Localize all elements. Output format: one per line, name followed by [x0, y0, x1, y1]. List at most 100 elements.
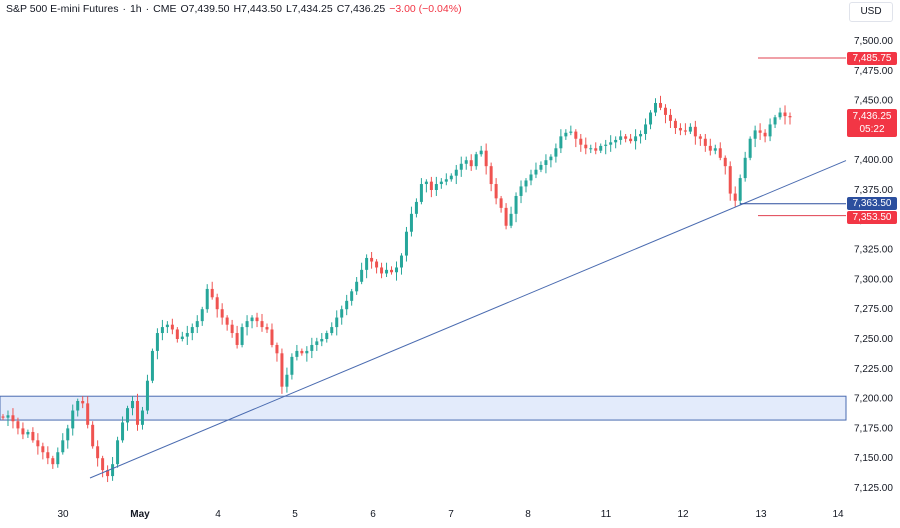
candle-body — [559, 136, 563, 149]
candle-body — [165, 324, 169, 328]
candle-body — [330, 327, 334, 334]
candle-body — [753, 130, 757, 139]
candle-body — [170, 324, 174, 330]
legend-interval[interactable]: 1h — [129, 3, 142, 15]
candle-body — [474, 154, 478, 167]
price-axis-label: 7,225.00 — [854, 364, 893, 375]
legend-low: L7,434.25 — [286, 3, 333, 15]
candle-body — [514, 195, 518, 214]
candle-body — [270, 329, 274, 345]
candle-body — [36, 440, 40, 447]
time-axis-label: 11 — [601, 509, 612, 520]
price-axis-label: 7,275.00 — [854, 304, 893, 315]
candle-body — [569, 131, 573, 133]
price-axis-label: 7,175.00 — [854, 423, 893, 434]
time-axis-label: 12 — [677, 509, 689, 520]
candle-body — [654, 102, 658, 113]
candle-body — [479, 150, 483, 155]
candle-body — [449, 175, 453, 180]
candle-body — [395, 267, 398, 273]
candle-body — [409, 213, 413, 232]
candle-body — [713, 148, 717, 151]
candle-body — [773, 117, 777, 125]
legend-close: C7,436.25 — [336, 3, 386, 15]
candle-body — [469, 160, 473, 167]
candle-body — [340, 309, 344, 318]
candle-body — [325, 333, 329, 339]
candle-body — [494, 184, 498, 199]
candle-body — [544, 160, 548, 165]
price-axis-label: 7,500.00 — [854, 36, 893, 47]
candle-body — [509, 213, 513, 226]
candle-body — [698, 136, 702, 139]
price-axis-label: 7,450.00 — [854, 96, 893, 107]
candle-body — [399, 255, 403, 268]
candle-body — [250, 317, 254, 322]
candle-body — [444, 179, 448, 182]
legend-symbol[interactable]: S&P 500 E-mini Futures — [6, 3, 119, 15]
candle-body — [414, 201, 418, 214]
candle-body — [180, 336, 184, 339]
candle-body — [619, 136, 623, 140]
candle-body — [285, 374, 289, 387]
candle-body — [693, 126, 697, 137]
candle-body — [589, 148, 593, 150]
candle-body — [205, 288, 209, 310]
legend-separator: · — [145, 3, 150, 15]
candle-body — [375, 261, 379, 268]
candle-body — [135, 400, 139, 425]
candle-body — [255, 317, 259, 322]
candle-body — [66, 428, 70, 441]
candle-body — [380, 267, 384, 274]
candle-body — [539, 164, 543, 170]
candle-body — [788, 116, 792, 118]
candle-body — [529, 174, 533, 181]
candle-body — [61, 440, 65, 453]
candle-body — [145, 380, 149, 411]
candle-body — [116, 440, 120, 465]
time-axis: 30 May 4 5 6 7 8 11 12 13 14 — [57, 509, 844, 520]
candle-body — [758, 130, 762, 133]
candle-body — [419, 184, 423, 202]
time-axis-label: 5 — [292, 509, 298, 520]
candle-body — [200, 309, 204, 322]
time-axis-label: 14 — [832, 509, 844, 520]
legend-separator: · — [122, 3, 126, 15]
candle-body — [718, 148, 722, 158]
candle-body — [429, 181, 433, 190]
candle-body — [26, 431, 30, 435]
candle-body — [370, 257, 374, 262]
candle-body — [16, 421, 20, 429]
currency-button[interactable]: USD — [849, 2, 893, 22]
candle-body — [434, 184, 438, 190]
candle-body — [743, 157, 747, 179]
candle-body — [634, 136, 638, 142]
time-axis-label: 4 — [215, 509, 221, 520]
candle-body — [673, 120, 677, 129]
candle-body — [728, 166, 732, 194]
candle-body — [703, 138, 707, 146]
candle-body — [195, 321, 199, 328]
symbol-legend: S&P 500 E-mini Futures · 1h · CME O7,439… — [6, 3, 462, 15]
candle-body — [140, 410, 144, 425]
candle-body — [175, 329, 179, 339]
candle-body — [768, 124, 772, 137]
candle-body — [464, 160, 468, 164]
candle-body — [738, 178, 742, 201]
current-price-tag: 7,436.25 05:22 — [847, 109, 897, 137]
price-axis-label: 7,325.00 — [854, 245, 893, 256]
candle-body — [519, 186, 523, 196]
candle-body — [101, 458, 105, 471]
candle-body — [614, 139, 618, 143]
candle-body — [155, 333, 159, 351]
candle-body — [235, 333, 239, 345]
candle-body — [160, 327, 164, 334]
candle-body — [658, 102, 662, 108]
candle-body — [280, 353, 284, 387]
candle-body — [71, 410, 75, 429]
candle-body — [424, 181, 428, 185]
time-axis-label: 7 — [448, 509, 454, 520]
candle-body — [215, 297, 219, 310]
